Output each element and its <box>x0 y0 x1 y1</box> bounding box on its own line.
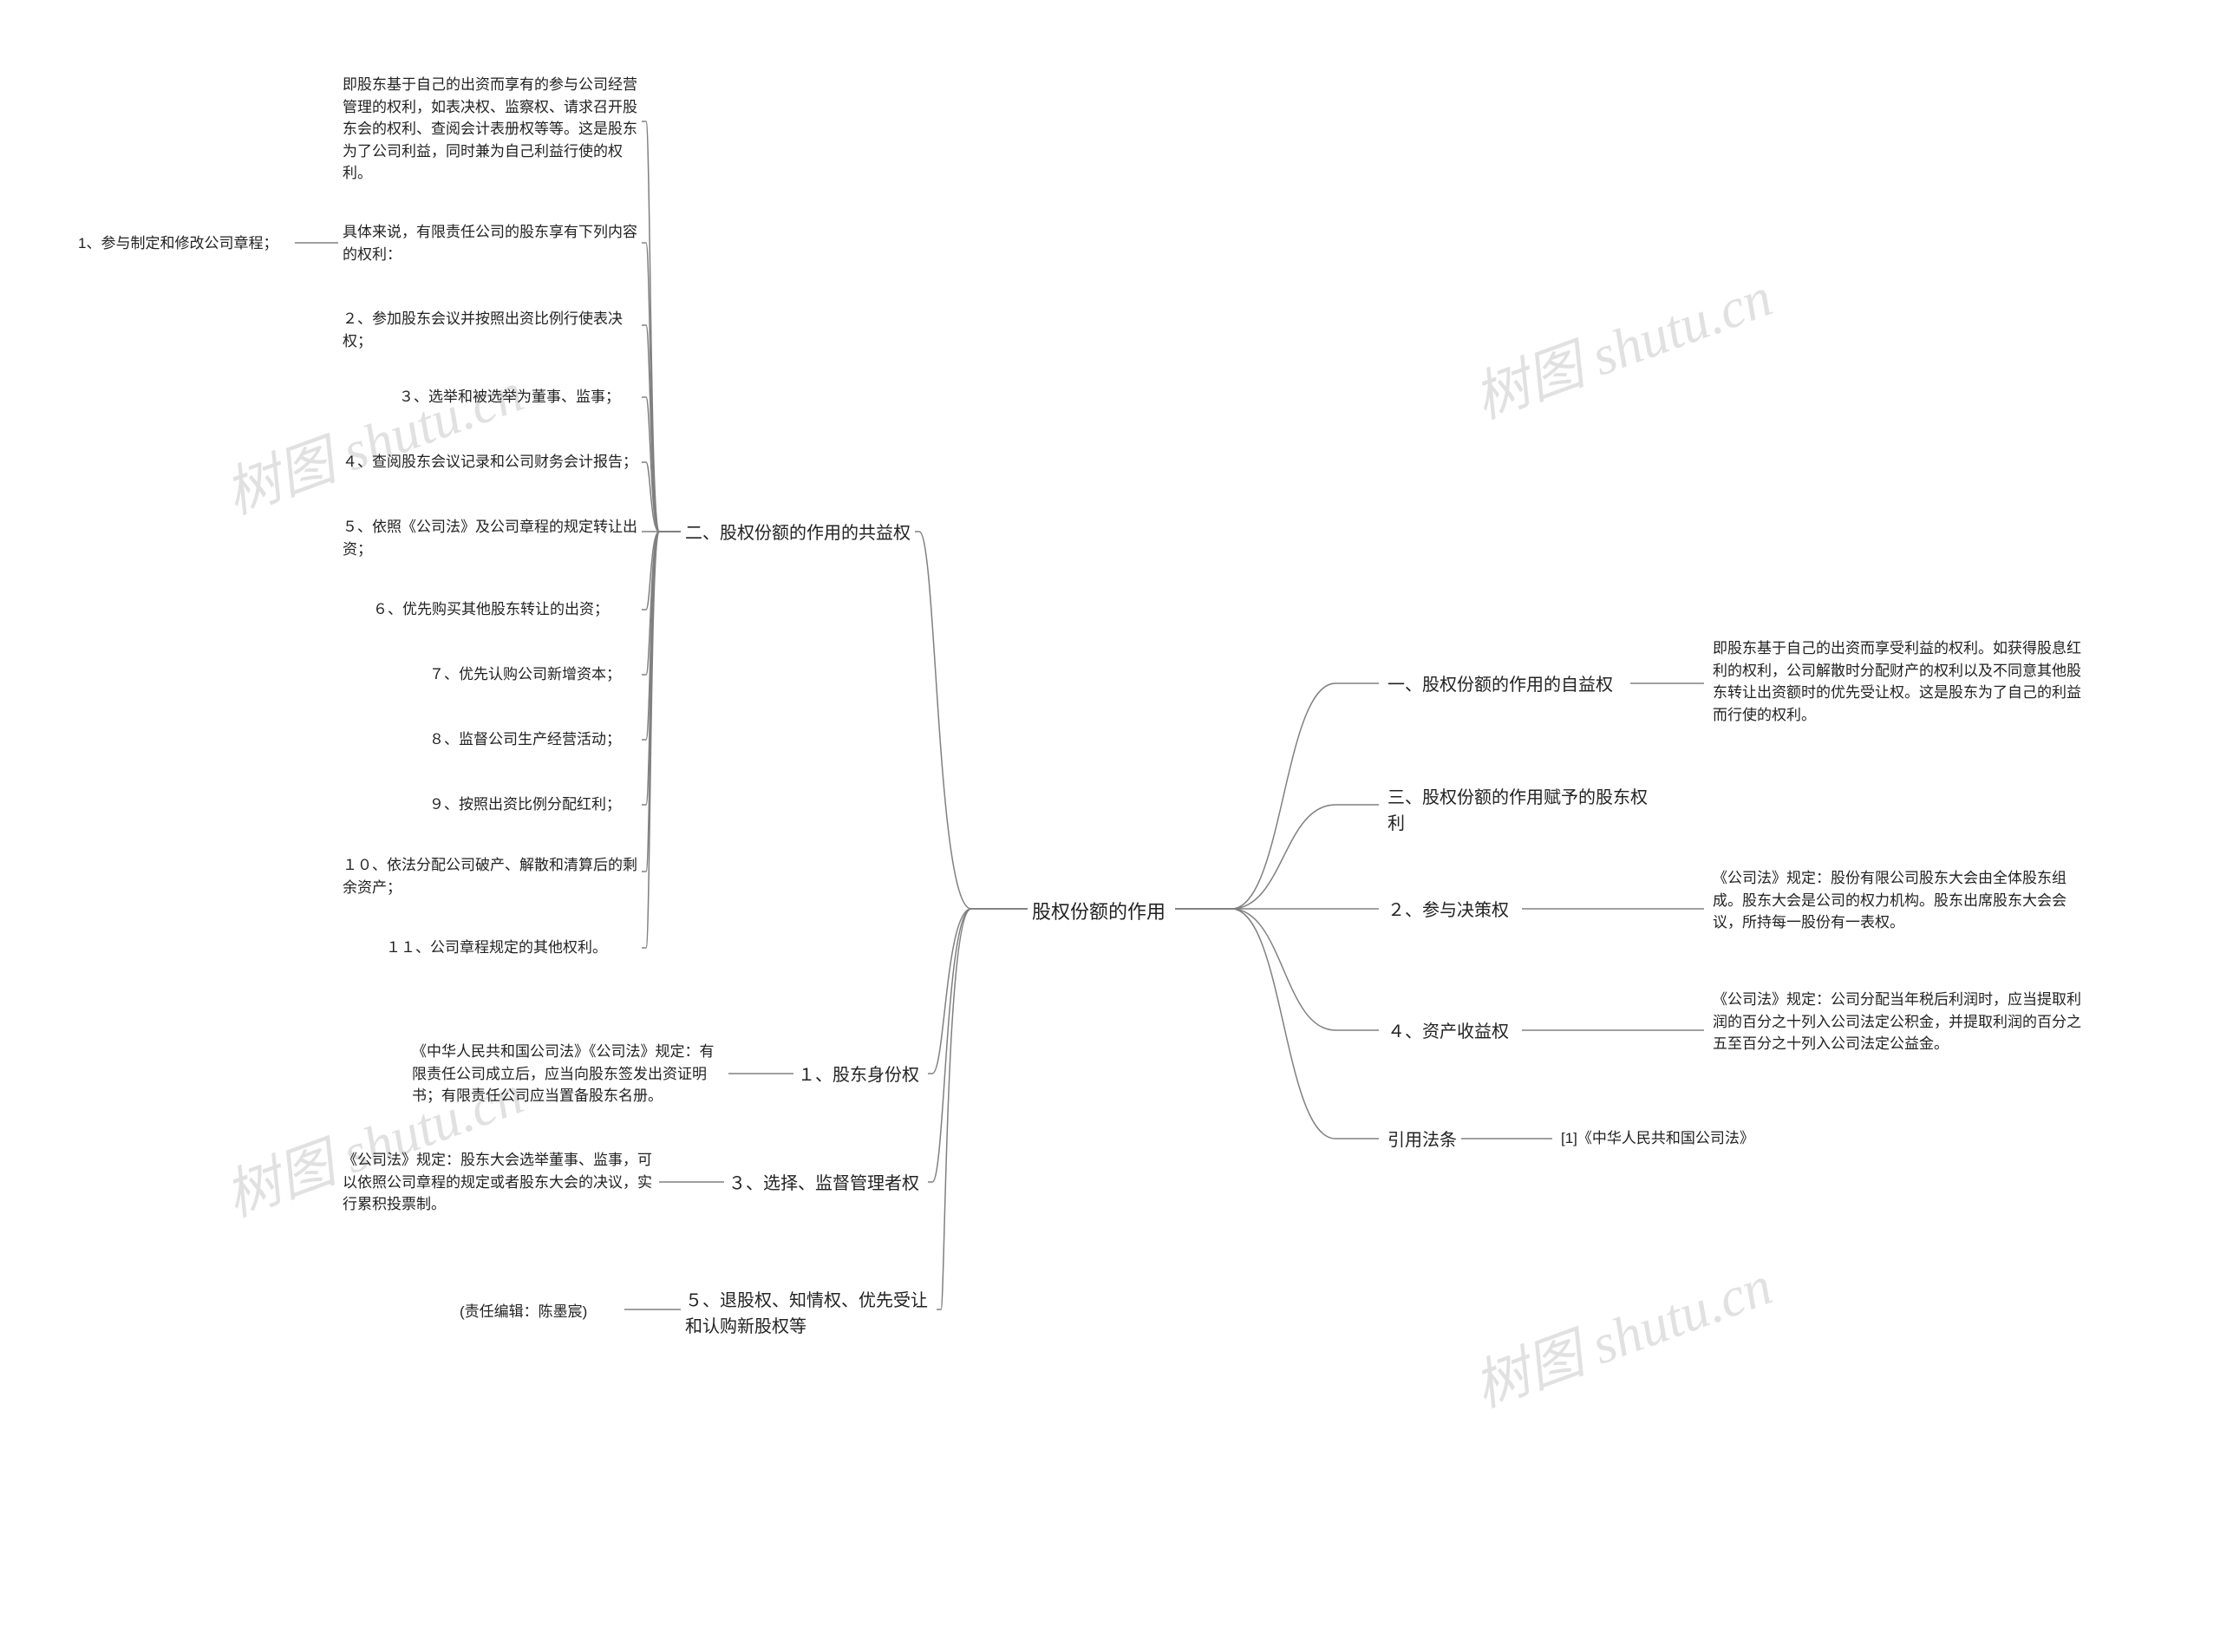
leaf-l2c2: ２、参加股东会议并按照出资比例行使表决权； <box>343 308 637 352</box>
leaf-l2c5: ５、依照《公司法》及公司章程的规定转让出资； <box>343 516 637 560</box>
leaf-l2c0: 即股东基于自己的出资而享有的参与公司经营管理的权利，如表决权、监察权、请求召开股… <box>343 74 637 185</box>
leaf-l5pc: (责任编辑：陈墨宸) <box>460 1301 587 1323</box>
connector-layer <box>0 0 2220 1652</box>
leaf-l2c1: 具体来说，有限责任公司的股东享有下列内容的权利： <box>343 221 637 265</box>
leaf-refc: [1]《中华人民共和国公司法》 <box>1561 1127 1754 1150</box>
leaf-l2c1a: 1、参与制定和修改公司章程； <box>78 232 278 255</box>
branch-r1: 一、股权份额的作用的自益权 <box>1388 672 1613 698</box>
leaf-l2c3: ３、选举和被选举为董事、监事； <box>399 386 620 408</box>
branch-r4p: ４、资产收益权 <box>1388 1019 1509 1045</box>
root-node: 股权份额的作用 <box>1032 898 1166 926</box>
leaf-l2c10: １０、依法分配公司破产、解散和清算后的剩余资产； <box>343 854 637 898</box>
branch-r3: 三、股权份额的作用赋予的股东权利 <box>1388 785 1656 837</box>
leaf-l3pc: 《公司法》规定：股东大会选举董事、监事，可以依照公司章程的规定或者股东大会的决议… <box>343 1149 655 1216</box>
leaf-l2c9: ９、按照出资比例分配红利； <box>429 793 621 816</box>
watermark: 树图 shutu.cn <box>1461 1241 1781 1422</box>
branch-l2: 二、股权份额的作用的共益权 <box>685 520 911 546</box>
leaf-l2c11: １１、公司章程规定的其他权利。 <box>386 937 607 959</box>
watermark: 树图 shutu.cn <box>212 348 532 529</box>
branch-r2p: ２、参与决策权 <box>1388 898 1509 924</box>
branch-ref: 引用法条 <box>1388 1127 1457 1153</box>
branch-l5p: ５、退股权、知情权、优先受让和认购新股权等 <box>685 1288 937 1340</box>
leaf-l2c6: ６、优先购买其他股东转让的出资； <box>373 598 609 621</box>
leaf-l1pc: 《中华人民共和国公司法》《公司法》规定：有限责任公司成立后，应当向股东签发出资证… <box>412 1041 724 1107</box>
leaf-l2c4: ４、查阅股东会议记录和公司财务会计报告； <box>343 451 637 473</box>
branch-l3p: ３、选择、监督管理者权 <box>728 1171 919 1197</box>
leaf-r2pc: 《公司法》规定：股份有限公司股东大会由全体股东组成。股东大会是公司的权力机构。股… <box>1713 867 2086 934</box>
leaf-r1c1: 即股东基于自己的出资而享受利益的权利。如获得股息红利的权利，公司解散时分配财产的… <box>1713 637 2086 726</box>
watermark: 树图 shutu.cn <box>1461 252 1781 434</box>
leaf-r4pc: 《公司法》规定：公司分配当年税后利润时，应当提取利润的百分之十列入公司法定公积金… <box>1713 989 2086 1055</box>
leaf-l2c7: ７、优先认购公司新增资本； <box>429 663 621 686</box>
branch-l1p: １、股东身份权 <box>798 1062 919 1088</box>
leaf-l2c8: ８、监督公司生产经营活动； <box>429 728 621 751</box>
